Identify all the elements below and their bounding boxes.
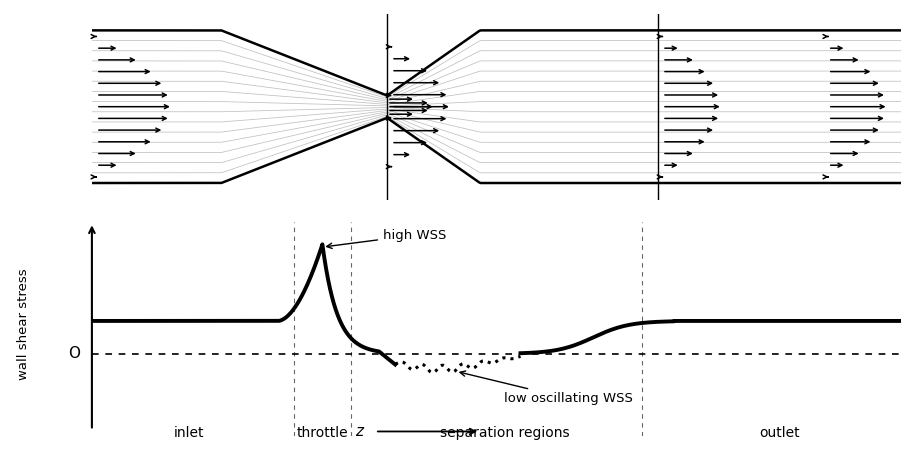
Text: throttle: throttle <box>297 426 348 440</box>
Text: z: z <box>355 424 363 439</box>
Text: high WSS: high WSS <box>326 229 447 248</box>
Text: outlet: outlet <box>759 426 800 440</box>
Text: separation regions: separation regions <box>439 426 569 440</box>
Text: inlet: inlet <box>174 426 204 440</box>
Text: low oscillating WSS: low oscillating WSS <box>460 371 633 405</box>
Text: wall shear stress: wall shear stress <box>17 268 29 380</box>
Text: O: O <box>68 346 80 361</box>
